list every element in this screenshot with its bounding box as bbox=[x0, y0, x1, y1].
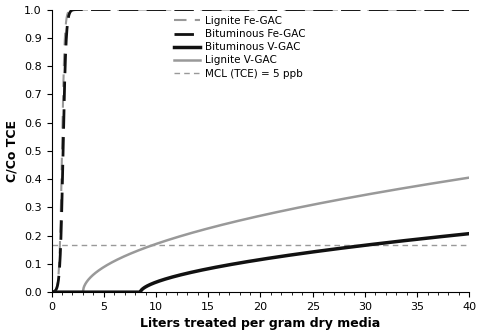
Bituminous Fe-GAC bbox=[228, 7, 233, 11]
Lignite Fe-GAC bbox=[454, 7, 459, 11]
MCL (TCE) = 5 ppb bbox=[59, 243, 65, 247]
Lignite V-GAC bbox=[433, 181, 439, 185]
Lignite V-GAC bbox=[454, 178, 459, 182]
MCL (TCE) = 5 ppb bbox=[49, 243, 54, 247]
Bituminous V-GAC bbox=[247, 259, 253, 263]
Line: Bituminous V-GAC: Bituminous V-GAC bbox=[52, 234, 469, 292]
Bituminous V-GAC bbox=[224, 263, 230, 267]
Bituminous Fe-GAC bbox=[247, 7, 253, 11]
Bituminous V-GAC bbox=[454, 233, 459, 237]
Line: Bituminous Fe-GAC: Bituminous Fe-GAC bbox=[52, 9, 469, 292]
Lignite Fe-GAC bbox=[224, 7, 230, 11]
X-axis label: Liters treated per gram dry media: Liters treated per gram dry media bbox=[140, 318, 381, 330]
Bituminous Fe-GAC bbox=[433, 7, 439, 11]
Bituminous Fe-GAC bbox=[49, 290, 54, 294]
Lignite V-GAC bbox=[224, 221, 230, 225]
Lignite Fe-GAC bbox=[228, 7, 233, 11]
Lignite Fe-GAC bbox=[352, 7, 358, 11]
Line: Lignite V-GAC: Lignite V-GAC bbox=[52, 178, 469, 292]
Lignite Fe-GAC bbox=[247, 7, 253, 11]
Lignite Fe-GAC bbox=[49, 290, 54, 294]
Bituminous Fe-GAC bbox=[467, 7, 472, 11]
Lignite V-GAC bbox=[467, 176, 472, 180]
Lignite V-GAC bbox=[352, 195, 358, 199]
Lignite Fe-GAC bbox=[433, 7, 439, 11]
Bituminous Fe-GAC bbox=[224, 7, 230, 11]
Lignite Fe-GAC bbox=[107, 7, 113, 11]
Lignite Fe-GAC bbox=[467, 7, 472, 11]
Lignite V-GAC bbox=[247, 216, 253, 220]
Legend: Lignite Fe-GAC, Bituminous Fe-GAC, Bituminous V-GAC, Lignite V-GAC, MCL (TCE) = : Lignite Fe-GAC, Bituminous Fe-GAC, Bitum… bbox=[170, 12, 310, 83]
Bituminous Fe-GAC bbox=[115, 7, 121, 11]
Lignite V-GAC bbox=[49, 290, 54, 294]
Bituminous V-GAC bbox=[228, 262, 233, 266]
Lignite V-GAC bbox=[228, 221, 233, 225]
Bituminous V-GAC bbox=[433, 235, 439, 239]
Y-axis label: C/Co TCE: C/Co TCE bbox=[6, 120, 18, 182]
Line: Lignite Fe-GAC: Lignite Fe-GAC bbox=[52, 9, 469, 292]
Bituminous Fe-GAC bbox=[352, 7, 358, 11]
Bituminous V-GAC bbox=[352, 245, 358, 249]
Bituminous V-GAC bbox=[467, 232, 472, 236]
Bituminous V-GAC bbox=[49, 290, 54, 294]
Bituminous Fe-GAC bbox=[454, 7, 459, 11]
